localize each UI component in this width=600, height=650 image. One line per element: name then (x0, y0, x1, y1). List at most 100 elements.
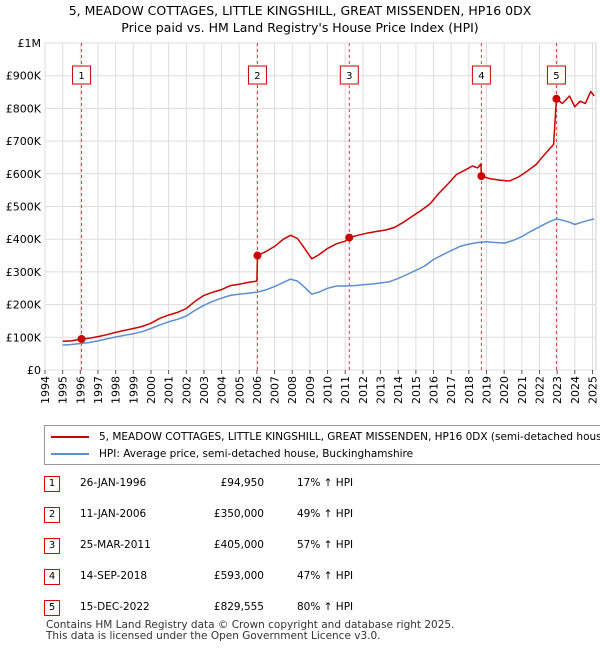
property-price-line (62, 218, 595, 346)
x-tick-label: 2016 (428, 376, 441, 404)
footer-copyright: Contains HM Land Registry data © Crown c… (46, 619, 455, 631)
sale-hpi-change: 47% ↑ HPI (297, 570, 354, 582)
x-tick-label: 2024 (569, 376, 582, 404)
sale-dots (77, 94, 561, 343)
legend-swatch-hpi (51, 453, 89, 455)
sale-number-badge: 2 (44, 507, 60, 523)
sale-date: 11-JAN-2006 (80, 508, 147, 520)
sale-price: £350,000 (213, 508, 264, 520)
x-tick-label: 1996 (74, 376, 87, 404)
table-row: 4 14-SEP-2018 £593,000 47% ↑ HPI (0, 563, 600, 593)
x-tick-label: 2014 (392, 376, 405, 404)
legend-item-property: 5, MEADOW COTTAGES, LITTLE KINGSHILL, GR… (51, 429, 600, 445)
series (62, 90, 595, 346)
x-tick-label: 2013 (375, 376, 388, 404)
sale-number-badge: 5 (44, 600, 60, 616)
legend-item-hpi: HPI: Average price, semi-detached house,… (51, 446, 413, 462)
sale-label-box (72, 65, 92, 85)
sale-dot (253, 251, 262, 260)
y-tick-label: £300K (6, 266, 42, 279)
x-tick-label: 1994 (39, 376, 52, 404)
sale-label: 3 (346, 71, 352, 82)
x-tick-label: 2018 (463, 376, 476, 404)
x-tick-label: 2000 (145, 376, 158, 404)
sale-labels: 1 2 3 4 5 (72, 65, 566, 85)
chart-title: 5, MEADOW COTTAGES, LITTLE KINGSHILL, GR… (0, 2, 600, 36)
sale-number-badge: 3 (44, 538, 60, 554)
sale-price: £94,950 (220, 477, 264, 489)
y-tick-label: £1M (18, 37, 42, 50)
sale-number-badge: 4 (44, 569, 60, 585)
sale-label-box (546, 65, 566, 85)
sale-date: 15-DEC-2022 (80, 601, 150, 613)
sale-dot (77, 334, 86, 343)
sale-dot (552, 94, 561, 103)
sale-date: 14-SEP-2018 (80, 570, 148, 582)
x-tick-label: 2006 (251, 376, 264, 404)
y-tick-label: £600K (6, 168, 42, 181)
table-row: 5 15-DEC-2022 £829,555 80% ↑ HPI (0, 594, 600, 624)
legend-label-property: 5, MEADOW COTTAGES, LITTLE KINGSHILL, GR… (99, 431, 600, 443)
x-tick-label: 2020 (498, 376, 511, 404)
sale-label-box (339, 65, 359, 85)
sale-date: 26-JAN-1996 (80, 477, 147, 489)
sale-date: 25-MAR-2011 (80, 539, 151, 551)
title-line-2: Price paid vs. HM Land Registry's House … (121, 20, 479, 35)
sale-label: 2 (254, 71, 260, 82)
legend-swatch-property (51, 436, 89, 438)
sale-label: 5 (553, 71, 559, 82)
sale-hpi-change: 49% ↑ HPI (297, 508, 354, 520)
x-tick-label: 2008 (286, 376, 299, 404)
sale-label-box (471, 65, 491, 85)
grid (44, 42, 597, 371)
sale-price: £829,555 (213, 601, 264, 613)
x-tick-label: 2009 (304, 376, 317, 404)
sale-dot (345, 233, 354, 242)
x-tick-label: 2022 (533, 376, 546, 404)
sale-hpi-change: 17% ↑ HPI (297, 477, 354, 489)
sale-price: £593,000 (213, 570, 264, 582)
x-tick-label: 2003 (198, 376, 211, 404)
x-tick-label: 2010 (322, 376, 335, 404)
footer: Contains HM Land Registry data © Crown c… (46, 620, 454, 642)
y-tick-label: £200K (6, 299, 42, 312)
x-tick-label: 1998 (110, 376, 123, 404)
x-tick-label: 2023 (551, 376, 564, 404)
table-row: 1 26-JAN-1996 £94,950 17% ↑ HPI (0, 470, 600, 500)
y-tick-label: £900K (6, 70, 42, 83)
x-tick-label: 2017 (445, 376, 458, 404)
x-tick-label: 1995 (57, 376, 70, 404)
y-tick-label: £700K (6, 135, 42, 148)
x-tick-label: 2005 (233, 376, 246, 404)
price-chart: 1 2 3 4 5 £0 £100K £200K £300K £400K £500K £600K £7… (6, 37, 600, 404)
sale-label: 1 (78, 71, 84, 82)
x-tick-label: 2019 (481, 376, 494, 404)
sale-dot (477, 172, 486, 181)
x-tick-label: 2015 (410, 376, 423, 404)
sale-hpi-change: 80% ↑ HPI (297, 601, 354, 613)
y-tick-label: £500K (6, 201, 42, 214)
x-tick-label: 2002 (180, 376, 193, 404)
sale-label-box (247, 65, 267, 85)
table-row: 2 11-JAN-2006 £350,000 49% ↑ HPI (0, 501, 600, 531)
title-line-1: 5, MEADOW COTTAGES, LITTLE KINGSHILL, GR… (68, 3, 532, 18)
x-tick-label: 1997 (92, 376, 105, 404)
hpi-line (62, 90, 595, 342)
y-tick-label: £400K (6, 233, 42, 246)
table-row: 3 25-MAR-2011 £405,000 57% ↑ HPI (0, 532, 600, 562)
legend-label-hpi: HPI: Average price, semi-detached house,… (99, 448, 414, 460)
sale-price: £405,000 (213, 539, 264, 551)
x-tick-label: 2004 (216, 376, 229, 404)
y-tick-label: £100K (6, 331, 42, 344)
legend: 5, MEADOW COTTAGES, LITTLE KINGSHILL, GR… (44, 425, 600, 465)
y-tick-label: £800K (6, 102, 42, 115)
sale-hpi-change: 57% ↑ HPI (297, 539, 354, 551)
x-tick-label: 2001 (163, 376, 176, 404)
y-tick-label: £0 (27, 364, 41, 377)
x-tick-label: 2021 (516, 376, 529, 404)
x-tick-label: 2007 (269, 376, 282, 404)
x-tick-label: 1999 (127, 376, 140, 404)
x-tick-label: 2025 (586, 376, 599, 404)
footer-licence: This data is licensed under the Open Gov… (46, 630, 381, 642)
x-tick-label: 2012 (357, 376, 370, 404)
